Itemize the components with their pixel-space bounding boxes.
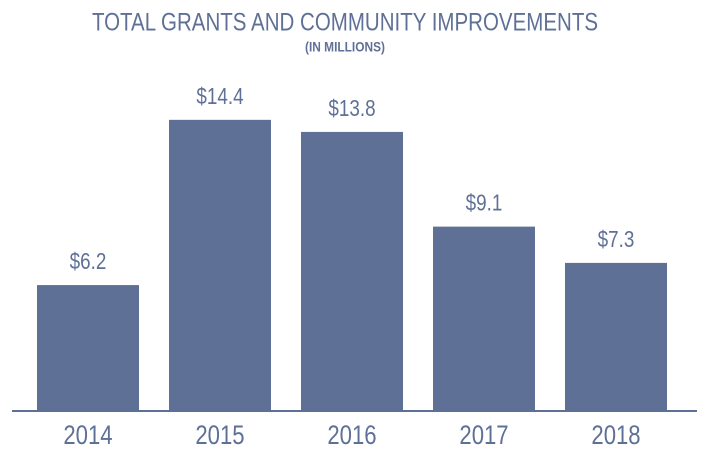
bar xyxy=(301,131,403,410)
value-label: $13.8 xyxy=(328,96,375,121)
bar xyxy=(433,226,535,410)
x-tick-label: 2015 xyxy=(195,421,244,451)
chart-subtitle: (IN MILLIONS) xyxy=(305,39,385,55)
bar xyxy=(169,119,271,410)
bar xyxy=(565,262,667,410)
bar xyxy=(37,285,139,410)
value-label: $14.4 xyxy=(196,84,243,109)
value-label: $9.1 xyxy=(466,191,503,216)
x-tick-label: 2016 xyxy=(327,421,376,451)
x-tick-label: 2014 xyxy=(63,421,112,451)
chart-title: TOTAL GRANTS AND COMMUNITY IMPROVEMENTS xyxy=(92,8,598,36)
value-label: $6.2 xyxy=(70,249,107,274)
value-label: $7.3 xyxy=(598,227,635,252)
x-tick-label: 2018 xyxy=(591,421,640,451)
x-tick-label: 2017 xyxy=(459,421,508,451)
